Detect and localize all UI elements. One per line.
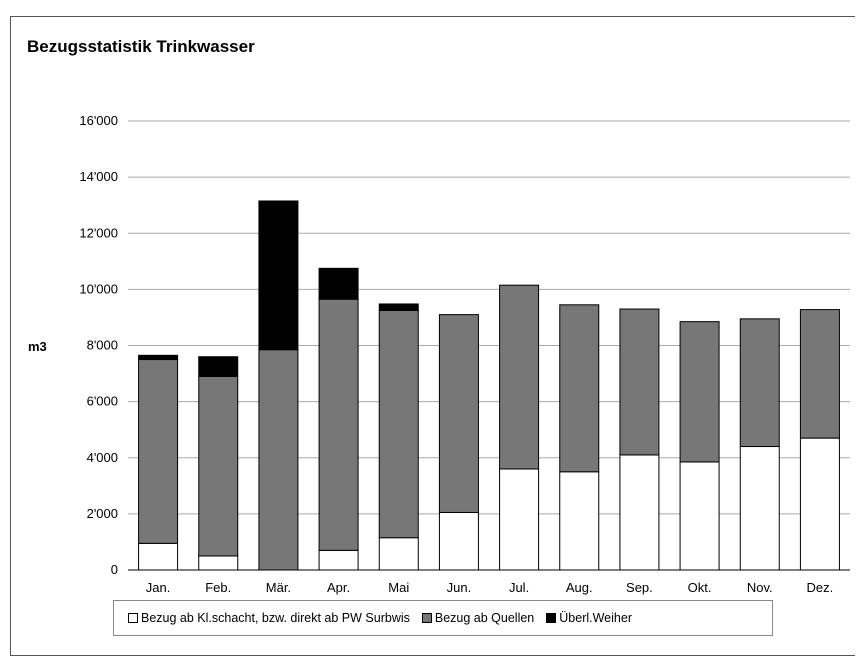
bar-segment bbox=[619, 308, 660, 456]
legend: Bezug ab Kl.schacht, bzw. direkt ab PW S… bbox=[113, 600, 773, 636]
bar-segment bbox=[799, 309, 840, 439]
bar-segment bbox=[378, 537, 419, 571]
y-tick-label: 16'000 bbox=[79, 113, 118, 128]
legend-swatch-white bbox=[128, 613, 138, 623]
legend-label: Bezug ab Quellen bbox=[434, 611, 535, 625]
bar-segment bbox=[378, 309, 419, 539]
x-tick-label: Jan. bbox=[146, 580, 171, 595]
bar-segment bbox=[318, 549, 359, 571]
legend-item-klschacht: Bezug ab Kl.schacht, bzw. direkt ab PW S… bbox=[128, 611, 410, 625]
bar-segment bbox=[138, 542, 179, 571]
legend-swatch-gray bbox=[421, 613, 432, 623]
x-tick-label: Feb. bbox=[205, 580, 231, 595]
y-tick-label: 2'000 bbox=[87, 506, 118, 521]
legend-item-weiher: Überl.Weiher bbox=[546, 611, 632, 625]
y-tick-label: 14'000 bbox=[79, 169, 118, 184]
y-tick-label: 0 bbox=[111, 562, 118, 577]
bar-segment bbox=[138, 354, 179, 361]
x-tick-label: Nov. bbox=[747, 580, 773, 595]
y-tick-label: 6'000 bbox=[87, 394, 118, 409]
legend-swatch-black bbox=[546, 613, 557, 623]
bar-segment bbox=[499, 468, 540, 571]
x-tick-label: Mai bbox=[388, 580, 409, 595]
bar-segment bbox=[679, 461, 720, 571]
bar-segment bbox=[138, 359, 179, 544]
legend-label: Bezug ab Kl.schacht, bzw. direkt ab PW S… bbox=[141, 611, 410, 625]
bar-segment bbox=[258, 200, 299, 351]
bar-segment bbox=[559, 471, 600, 571]
bar-segment bbox=[559, 304, 600, 473]
bar-segment bbox=[258, 349, 299, 571]
bar-segment bbox=[499, 284, 540, 470]
bar-segment bbox=[438, 511, 479, 571]
y-tick-label: 12'000 bbox=[79, 225, 118, 240]
bar-segment bbox=[318, 298, 359, 551]
bar-segment bbox=[378, 303, 419, 311]
x-tick-label: Okt. bbox=[688, 580, 712, 595]
x-tick-label: Apr. bbox=[327, 580, 350, 595]
bar-segment bbox=[619, 454, 660, 571]
bar-segment bbox=[799, 437, 840, 571]
chart-frame bbox=[10, 16, 855, 656]
bar-segment bbox=[198, 555, 239, 571]
legend-item-quellen: Bezug ab Quellen bbox=[421, 611, 535, 625]
x-tick-label: Dez. bbox=[807, 580, 834, 595]
bar-segment bbox=[679, 321, 720, 463]
chart-title: Bezugsstatistik Trinkwasser bbox=[27, 37, 255, 56]
x-tick-label: Aug. bbox=[566, 580, 593, 595]
x-tick-label: Sep. bbox=[626, 580, 653, 595]
bar-segment bbox=[438, 314, 479, 513]
y-tick-label: 8'000 bbox=[87, 338, 118, 353]
x-tick-label: Mär. bbox=[266, 580, 291, 595]
bar-segment bbox=[739, 318, 780, 448]
bar-segment bbox=[318, 267, 359, 300]
bar-segment bbox=[739, 446, 780, 571]
y-tick-label: 4'000 bbox=[87, 450, 118, 465]
bar-segment bbox=[198, 356, 239, 377]
bar-segment bbox=[198, 375, 239, 557]
x-tick-label: Jul. bbox=[509, 580, 529, 595]
y-axis-label: m3 bbox=[28, 339, 47, 354]
x-tick-label: Jun. bbox=[447, 580, 472, 595]
y-tick-label: 10'000 bbox=[79, 281, 118, 296]
legend-label: Überl.Weiher bbox=[559, 611, 632, 625]
